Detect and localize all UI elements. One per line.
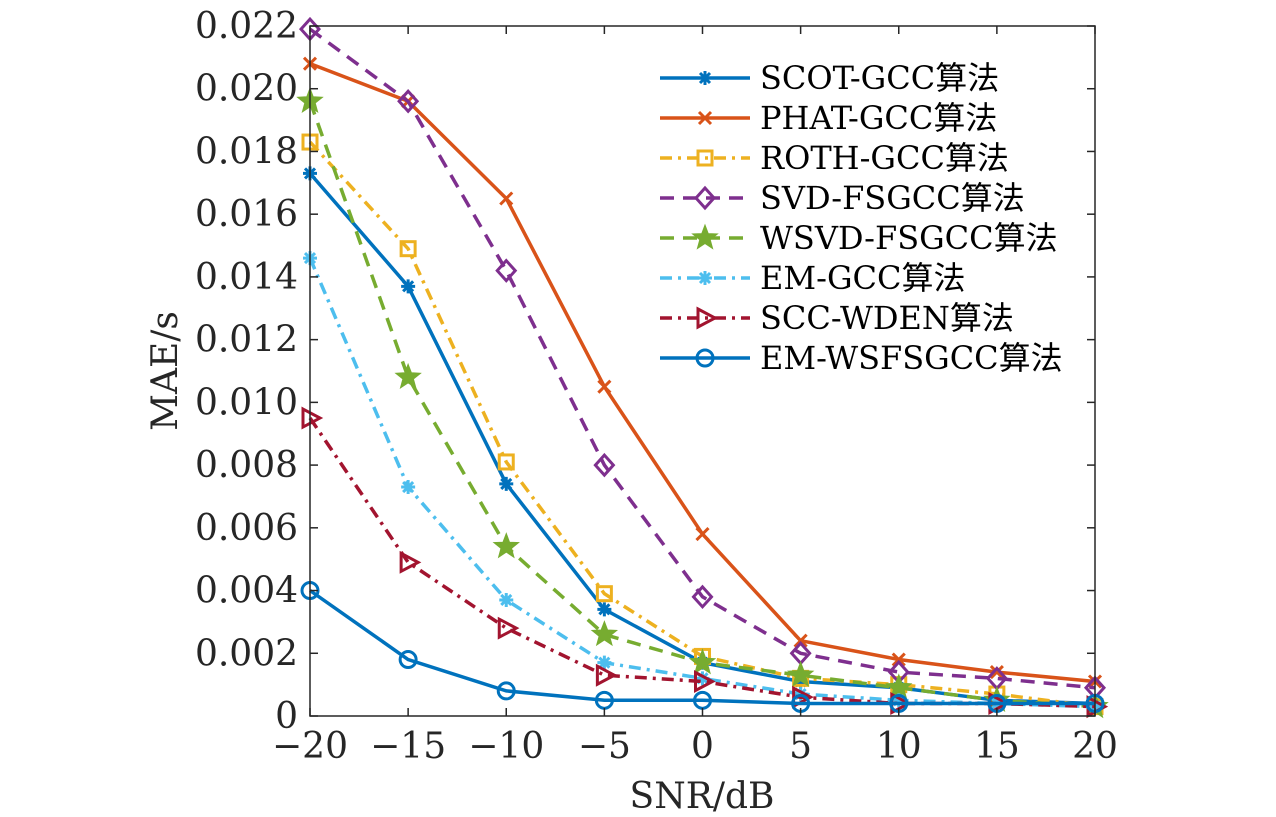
y-tick-label: 0 bbox=[275, 696, 298, 737]
legend-swatch-marker bbox=[696, 306, 719, 330]
data-point bbox=[688, 648, 717, 675]
legend-swatch-marker bbox=[693, 185, 717, 211]
data-point bbox=[885, 673, 913, 700]
legend-label: SCOT-GCC算法 bbox=[760, 59, 999, 97]
data-point bbox=[891, 652, 906, 667]
data-point bbox=[593, 452, 616, 478]
legend-item: EM-WSFSGCC算法 bbox=[660, 339, 1063, 377]
legend-swatch-marker bbox=[697, 110, 713, 126]
y-tick-label: 0.016 bbox=[195, 194, 298, 235]
data-point bbox=[597, 655, 612, 670]
data-point bbox=[394, 362, 422, 389]
series-layer bbox=[296, 16, 1109, 719]
legend-box bbox=[645, 58, 1075, 378]
y-tick-label: 0.006 bbox=[195, 508, 298, 549]
x-tick-label: −10 bbox=[468, 726, 544, 767]
legend-label: SVD-FSGCC算法 bbox=[760, 179, 1025, 217]
data-point bbox=[595, 585, 613, 603]
data-point bbox=[496, 681, 516, 701]
tick-layer: −20 −15 −10 −5 0 5 10 15 20 0 0.002 0.004 0.006 0.008… bbox=[195, 6, 1118, 767]
data-point bbox=[695, 671, 710, 686]
legend-item: SCOT-GCC算法 bbox=[660, 59, 999, 97]
x-tick-label: 10 bbox=[876, 726, 922, 767]
data-point bbox=[401, 480, 416, 495]
y-tick-label: 0.014 bbox=[195, 257, 298, 298]
legend-label: ROTH-GCC算法 bbox=[760, 139, 1009, 177]
legend-swatch-marker bbox=[698, 71, 712, 85]
x-tick-label: −5 bbox=[578, 726, 631, 767]
x-tick-label: 20 bbox=[1072, 726, 1118, 767]
data-point bbox=[397, 89, 420, 114]
x-tick-label: 5 bbox=[789, 726, 812, 767]
data-point bbox=[401, 279, 416, 294]
legend-item: PHAT-GCC算法 bbox=[660, 99, 997, 137]
data-point bbox=[492, 532, 520, 559]
data-point bbox=[499, 191, 514, 206]
data-point bbox=[793, 633, 808, 648]
x-tick-label: 15 bbox=[974, 726, 1020, 767]
legend-label: EM-GCC算法 bbox=[760, 259, 965, 297]
y-tick-label: 0.004 bbox=[195, 571, 298, 612]
legend-item: SVD-FSGCC算法 bbox=[660, 179, 1025, 217]
legend-swatch-marker bbox=[691, 223, 719, 250]
legend-label: WSVD-FSGCC算法 bbox=[760, 219, 1058, 257]
x-tick-label: 0 bbox=[691, 726, 714, 767]
data-point bbox=[786, 660, 815, 687]
x-tick-label: −20 bbox=[272, 726, 348, 767]
x-tick-label: −15 bbox=[370, 726, 446, 767]
y-tick-label: 0.012 bbox=[195, 320, 298, 361]
legend-swatch-marker bbox=[698, 271, 712, 285]
legend-item: SCC-WDEN算法 bbox=[660, 299, 1014, 337]
data-point bbox=[793, 674, 808, 689]
y-tick-label: 0.010 bbox=[195, 382, 298, 423]
legend-item: ROTH-GCC算法 bbox=[660, 139, 1009, 177]
y-axis-title: MAE/s bbox=[145, 311, 186, 431]
data-point bbox=[495, 258, 518, 283]
data-point bbox=[499, 476, 514, 491]
legend-label: PHAT-GCC算法 bbox=[760, 99, 997, 137]
x-axis-title: SNR/dB bbox=[630, 776, 775, 817]
series-line bbox=[308, 27, 1096, 690]
data-point bbox=[590, 620, 619, 647]
data-point bbox=[399, 550, 422, 574]
y-tick-label: 0.020 bbox=[195, 69, 298, 110]
legend-label: EM-WSFSGCC算法 bbox=[760, 339, 1063, 377]
legend: SCOT-GCC算法PHAT-GCC算法ROTH-GCC算法SVD-FSGCC算… bbox=[645, 58, 1075, 378]
series-line bbox=[308, 140, 1096, 709]
data-point bbox=[499, 592, 514, 607]
data-point bbox=[301, 406, 324, 430]
data-point bbox=[989, 665, 1004, 680]
data-point bbox=[597, 602, 612, 617]
data-point bbox=[597, 379, 612, 394]
data-point bbox=[695, 527, 710, 542]
legend-item: EM-GCC算法 bbox=[660, 259, 965, 297]
y-tick-label: 0.002 bbox=[195, 633, 298, 674]
data-point bbox=[497, 616, 520, 640]
data-point bbox=[891, 693, 906, 708]
y-tick-label: 0.008 bbox=[195, 445, 298, 486]
legend-item: WSVD-FSGCC算法 bbox=[660, 219, 1058, 257]
legend-swatch-marker bbox=[696, 149, 714, 167]
data-point bbox=[595, 663, 618, 687]
legend-label: SCC-WDEN算法 bbox=[760, 299, 1014, 337]
data-point bbox=[691, 584, 714, 610]
data-point bbox=[694, 670, 716, 693]
data-point bbox=[399, 240, 417, 258]
data-point bbox=[497, 453, 515, 471]
series-8 bbox=[300, 581, 1105, 713]
data-point bbox=[398, 650, 418, 670]
legend-swatch-marker bbox=[695, 348, 715, 368]
y-tick-label: 0.018 bbox=[195, 131, 298, 172]
y-tick-label: 0.022 bbox=[195, 6, 298, 47]
series-line bbox=[308, 589, 1095, 706]
